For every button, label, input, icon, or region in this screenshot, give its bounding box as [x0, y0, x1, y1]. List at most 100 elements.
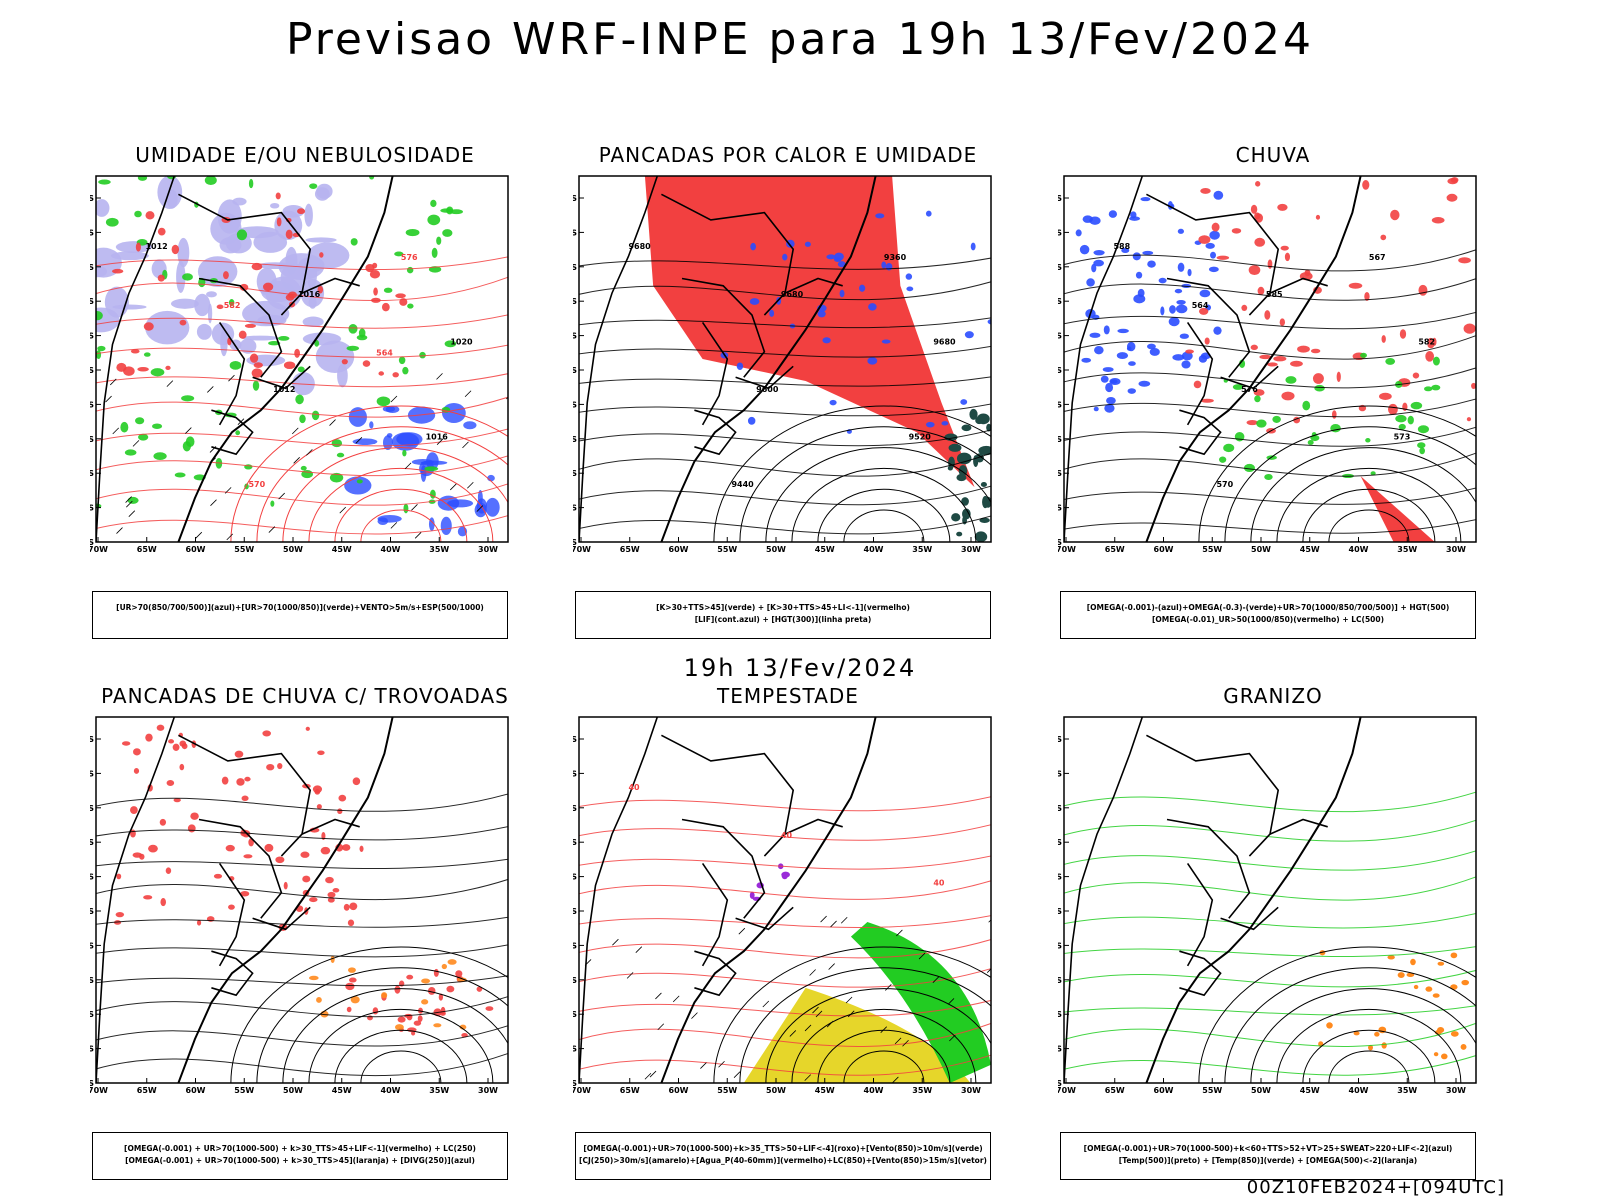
panel-legend: [OMEGA(-0.001) + UR>70(1000-500) + k>30_… [92, 1132, 508, 1180]
contour-label: 573 [1394, 433, 1411, 442]
contour-label: 9600 [756, 385, 779, 394]
lon-tick-label: 50W [283, 545, 303, 554]
panel-title: TEMPESTADE [717, 684, 859, 708]
lat-tick-label: 18S [1058, 804, 1062, 813]
lon-tick-label: 35W [912, 1086, 932, 1095]
lat-tick-label: 27S [90, 907, 94, 916]
lat-tick-label: 30S [90, 941, 94, 950]
lat-tick-label: 42S [573, 1079, 577, 1088]
contour-label: 1016 [298, 290, 321, 299]
lon-tick-label: 35W [429, 545, 449, 554]
lon-tick-label: 40W [1349, 545, 1369, 554]
lat-tick-label: 15S [573, 228, 577, 237]
lon-tick-label: 40W [381, 545, 401, 554]
lon-tick-label: 35W [1397, 1086, 1417, 1095]
contour-label: 9360 [884, 253, 907, 262]
lat-tick-label: 15S [1058, 228, 1062, 237]
contour-label: 588 [1113, 242, 1130, 251]
lon-tick-label: 35W [1397, 545, 1417, 554]
panel-umidade: UMIDADE E/OU NEBULOSIDADE 1012 1016 1020 101… [90, 143, 520, 639]
run-info-footer: 00Z10FEB2024+[094UTC] [1246, 1177, 1505, 1198]
lon-tick-label: 30W [1446, 545, 1466, 554]
contour-label: 576 [401, 253, 418, 262]
lat-tick-label: 27S [573, 907, 577, 916]
legend-line: [OMEGA(-0.001)+UR>70(1000-500)+k<60+TTS>… [1083, 1144, 1453, 1153]
lon-tick-label: 45W [1300, 1086, 1320, 1095]
contour-label: 582 [1418, 337, 1435, 346]
panel-tempestade: TEMPESTADE 40 40 40 12S 15S 18S 21S 24S 27S 30S 33S… [573, 684, 1003, 1180]
contour-label: 40 [933, 878, 945, 887]
lon-tick-label: 55W [717, 1086, 737, 1095]
lon-tick-label: 55W [1202, 545, 1222, 554]
lon-tick-label: 35W [429, 1086, 449, 1095]
legend-line: [K>30+TTS>45](verde) + [K>30+TTS>45+LI<-… [656, 603, 910, 612]
lat-tick-label: 24S [1058, 873, 1062, 882]
contour-label: 1012 [145, 242, 167, 251]
lon-tick-label: 50W [766, 545, 786, 554]
lon-tick-label: 30W [478, 545, 498, 554]
map-tempestade: 40 40 40 12S 15S 18S 21S 24S 27S 30S 33S 36S 39S 42S7… [573, 716, 992, 1095]
lat-tick-label: 39S [90, 1045, 94, 1054]
lon-tick-label: 35W [912, 545, 932, 554]
lat-tick-label: 27S [90, 366, 94, 375]
lon-tick-label: 65W [620, 1086, 640, 1095]
lat-tick-label: 18S [90, 804, 94, 813]
lon-tick-label: 70W [90, 545, 108, 554]
contour-label: 570 [1216, 480, 1233, 489]
legend-line: [OMEGA(-0.001)+UR>70(1000-500)+k>35_TTS>… [583, 1144, 983, 1153]
lon-tick-label: 50W [1251, 545, 1271, 554]
lat-tick-label: 36S [573, 469, 577, 478]
lon-tick-label: 65W [1105, 1086, 1125, 1095]
panel-title: CHUVA [1235, 143, 1311, 167]
lat-tick-label: 12S [1058, 735, 1062, 744]
main-title: Previsao WRF-INPE para 19h 13/Fev/2024 [286, 14, 1314, 65]
lat-tick-label: 27S [1058, 366, 1062, 375]
lon-tick-label: 45W [815, 1086, 835, 1095]
lon-tick-label: 60W [1154, 545, 1174, 554]
contour-label: 585 [1266, 290, 1283, 299]
panel-title: GRANIZO [1223, 684, 1323, 708]
lat-tick-label: 15S [573, 769, 577, 778]
lat-tick-label: 30S [1058, 941, 1062, 950]
lat-tick-label: 12S [90, 735, 94, 744]
lon-tick-label: 60W [669, 1086, 689, 1095]
panel-legend: [OMEGA(-0.001)+UR>70(1000-500)+k<60+TTS>… [1060, 1132, 1476, 1180]
lon-tick-label: 70W [1058, 1086, 1076, 1095]
lat-tick-label: 42S [90, 1079, 94, 1088]
lon-tick-label: 60W [186, 1086, 206, 1095]
lon-tick-label: 70W [573, 1086, 591, 1095]
lat-tick-label: 27S [573, 366, 577, 375]
lat-tick-label: 42S [1058, 538, 1062, 547]
lat-tick-label: 15S [90, 769, 94, 778]
lat-tick-label: 33S [573, 435, 577, 444]
lon-tick-label: 45W [815, 545, 835, 554]
lat-tick-label: 24S [90, 332, 94, 341]
lat-tick-label: 18S [1058, 263, 1062, 272]
lon-tick-label: 55W [234, 545, 254, 554]
lat-tick-label: 21S [573, 297, 577, 306]
map-pancadas_calor: 9680 9680 9680 9600 9520 9440 9360 12S 15S 18S 21S… [573, 175, 992, 554]
lat-tick-label: 33S [1058, 435, 1062, 444]
lon-tick-label: 45W [332, 545, 352, 554]
lat-tick-label: 39S [573, 504, 577, 513]
lat-tick-label: 42S [573, 538, 577, 547]
lat-tick-label: 39S [90, 504, 94, 513]
contour-label: 567 [1369, 253, 1386, 262]
lon-tick-label: 55W [1202, 1086, 1222, 1095]
lat-tick-label: 21S [90, 297, 94, 306]
lat-tick-label: 30S [573, 400, 577, 409]
lon-tick-label: 65W [620, 545, 640, 554]
lon-tick-label: 70W [1058, 545, 1076, 554]
contour-label: 9520 [909, 433, 932, 442]
lon-tick-label: 40W [381, 1086, 401, 1095]
contour-label: 9680 [628, 242, 651, 251]
time-subtitle: 19h 13/Fev/2024 [683, 654, 917, 682]
lat-tick-label: 24S [1058, 332, 1062, 341]
contour-label: 1012 [273, 385, 295, 394]
lon-tick-label: 30W [478, 1086, 498, 1095]
legend-line: [LIF](cont.azul) + [HGT(300)](linha pret… [694, 615, 872, 624]
lon-tick-label: 50W [1251, 1086, 1271, 1095]
panel-title: UMIDADE E/OU NEBULOSIDADE [135, 143, 475, 167]
panel-title: PANCADAS DE CHUVA C/ TROVOADAS [101, 684, 509, 708]
lat-tick-label: 18S [573, 263, 577, 272]
